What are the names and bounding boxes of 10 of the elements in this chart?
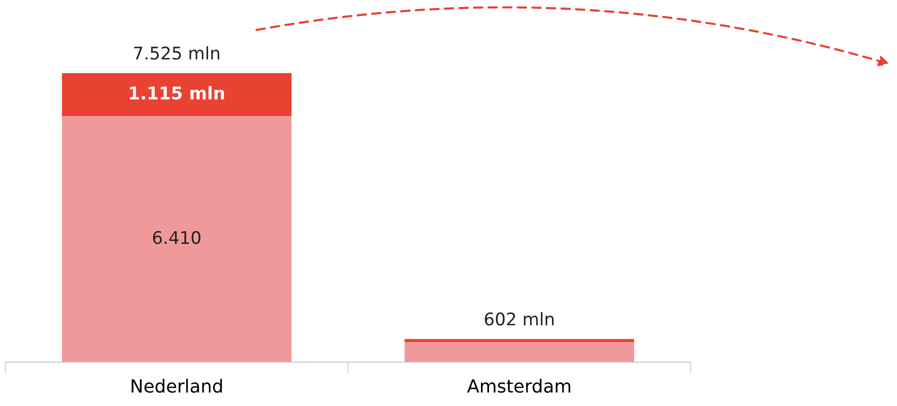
total-label: 602 mln (484, 312, 554, 326)
total-label: 7.525 mln (134, 46, 220, 60)
data-label: 1.115 mln (130, 86, 224, 100)
x-tick-label: Amsterdam (467, 378, 570, 393)
bar (62, 73, 292, 116)
bar (62, 116, 292, 362)
x-tick-label: Nederland (132, 378, 222, 393)
data-label: 6.410 (153, 230, 200, 244)
bar (404, 342, 634, 362)
bar (404, 339, 634, 342)
